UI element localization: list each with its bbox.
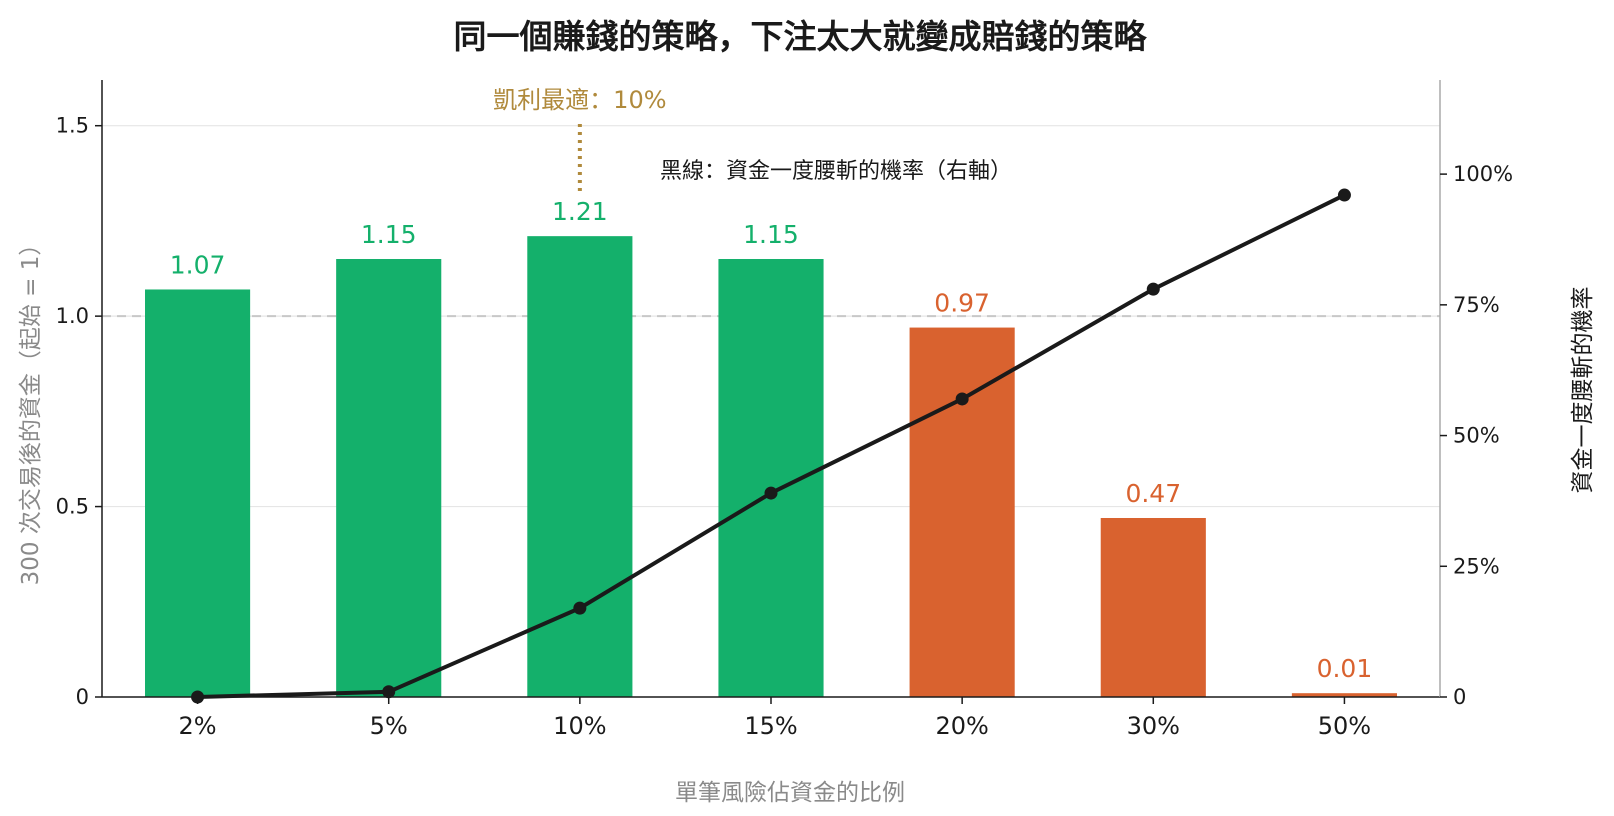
x-axis-label: 單筆風險佔資金的比例 bbox=[675, 780, 905, 806]
x-tick-label: 10% bbox=[553, 712, 606, 740]
bar-value-label: 0.97 bbox=[934, 289, 990, 318]
chart-title: 同一個賺錢的策略，下注太大就變成賠錢的策略 bbox=[454, 17, 1148, 56]
bar-value-label: 1.07 bbox=[170, 250, 226, 279]
y-axis-label-left: 300 次交易後的資金（起始 = 1） bbox=[18, 233, 44, 586]
right-tick-label: 25% bbox=[1453, 554, 1500, 578]
right-tick-label: 75% bbox=[1453, 293, 1500, 317]
left-ticks: 0 0.5 1.0 1.5 bbox=[56, 114, 102, 709]
x-tick-label: 15% bbox=[744, 712, 797, 740]
bar-value-label: 1.21 bbox=[552, 197, 608, 226]
bar-20% bbox=[909, 327, 1015, 697]
x-ticks: 2% 5% 10% 15% 20% 30% 50% bbox=[179, 697, 1371, 740]
kelly-label: 凱利最適：10% bbox=[493, 86, 666, 114]
bar-50% bbox=[1291, 693, 1397, 697]
bar-labels: 1.07 1.15 1.21 1.15 0.97 0.47 0.01 bbox=[170, 197, 1373, 683]
y-tick-label: 1.0 bbox=[56, 304, 89, 328]
bar-5% bbox=[336, 259, 442, 697]
right-tick-label: 50% bbox=[1453, 424, 1500, 448]
kelly-annotation: 凱利最適：10% bbox=[493, 86, 667, 192]
x-tick-label: 50% bbox=[1318, 712, 1371, 740]
drawdown-point bbox=[764, 486, 778, 500]
x-tick-label: 20% bbox=[935, 712, 988, 740]
x-tick-label: 30% bbox=[1127, 712, 1180, 740]
bar-value-label: 0.47 bbox=[1125, 479, 1181, 508]
drawdown-point bbox=[573, 601, 587, 615]
bars bbox=[145, 236, 1397, 697]
right-tick-label: 100% bbox=[1453, 162, 1513, 186]
right-ticks: 0 25% 50% 75% 100% bbox=[1440, 162, 1513, 709]
y-axis-label-right: 資金一度腰斬的機率 bbox=[1570, 287, 1596, 494]
drawdown-point bbox=[382, 685, 396, 699]
bar-value-label: 1.15 bbox=[361, 220, 417, 249]
y-tick-label: 1.5 bbox=[56, 114, 89, 138]
right-tick-label: 0 bbox=[1453, 685, 1466, 709]
drawdown-point bbox=[1337, 188, 1351, 202]
drawdown-point bbox=[1146, 282, 1160, 296]
bar-10% bbox=[527, 236, 633, 697]
bar-30% bbox=[1100, 517, 1206, 697]
drawdown-line bbox=[191, 188, 1351, 704]
x-tick-label: 2% bbox=[179, 712, 217, 740]
line-note: 黑線：資金一度腰斬的機率（右軸） bbox=[660, 159, 1012, 184]
bar-2% bbox=[145, 289, 251, 697]
bar-value-label: 0.01 bbox=[1317, 654, 1373, 683]
bar-value-label: 1.15 bbox=[743, 220, 799, 249]
bar-15% bbox=[718, 259, 824, 697]
y-tick-label: 0.5 bbox=[56, 495, 89, 519]
drawdown-point bbox=[955, 392, 969, 406]
x-tick-label: 5% bbox=[370, 712, 408, 740]
y-tick-label: 0 bbox=[76, 685, 89, 709]
